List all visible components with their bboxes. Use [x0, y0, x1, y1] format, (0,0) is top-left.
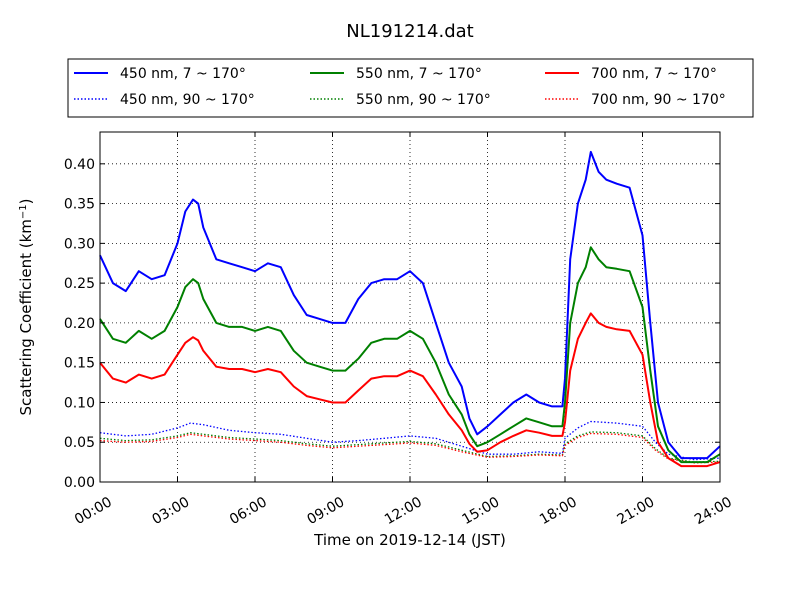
x-tick-label: 21:00	[614, 494, 657, 528]
legend-label: 550 nm, 7 ~ 170°	[356, 66, 482, 82]
x-tick-label: 06:00	[227, 494, 270, 528]
x-tick-label: 03:00	[149, 494, 192, 528]
plot-area	[100, 132, 720, 482]
legend-label: 450 nm, 7 ~ 170°	[120, 66, 246, 82]
series-line-700-nm-90-170-	[99, 432, 721, 464]
y-axis: 0.00 0.05 0.10 0.15 0.20 0.25 0.30 0.35 0.40	[64, 157, 720, 491]
y-tick-label: 0.40	[64, 157, 95, 173]
y-tick-label: 0.05	[64, 435, 95, 451]
series-line-550-nm-7-170-	[99, 246, 721, 464]
y-tick-label: 0.35	[64, 197, 95, 213]
y-axis-label: Scattering Coefficient (km−1)	[17, 198, 35, 415]
y-tick-label: 0.10	[64, 395, 95, 411]
x-axis-label: Time on 2019-12-14 (JST)	[313, 531, 506, 549]
series-line-700-nm-7-170-	[99, 312, 721, 468]
y-tick-label: 0.25	[64, 276, 95, 292]
legend-label: 700 nm, 90 ~ 170°	[591, 92, 726, 108]
series-lines	[99, 150, 721, 468]
y-tick-label: 0.00	[64, 475, 95, 491]
series-line-550-nm-90-170-	[99, 431, 721, 463]
x-tick-label: 00:00	[72, 494, 115, 528]
x-tick-label: 09:00	[304, 494, 347, 528]
legend: 450 nm, 7 ~ 170° 550 nm, 7 ~ 170° 700 nm, …	[67, 58, 754, 118]
y-tick-label: 0.30	[64, 236, 95, 252]
x-tick-label: 12:00	[382, 494, 425, 528]
legend-box	[67, 58, 754, 118]
legend-label: 550 nm, 90 ~ 170°	[356, 92, 491, 108]
y-tick-label: 0.20	[64, 316, 95, 332]
x-tick-label: 18:00	[537, 494, 580, 528]
x-tick-label: 24:00	[692, 494, 735, 528]
series-line-450-nm-90-170-	[99, 420, 721, 461]
chart-title: NL191214.dat	[346, 21, 473, 42]
series-line-450-nm-7-170-	[99, 150, 721, 460]
x-tick-label: 15:00	[459, 494, 502, 528]
legend-label: 450 nm, 90 ~ 170°	[120, 92, 255, 108]
gridlines	[100, 132, 720, 482]
y-tick-label: 0.15	[64, 356, 95, 372]
legend-label: 700 nm, 7 ~ 170°	[591, 66, 717, 82]
